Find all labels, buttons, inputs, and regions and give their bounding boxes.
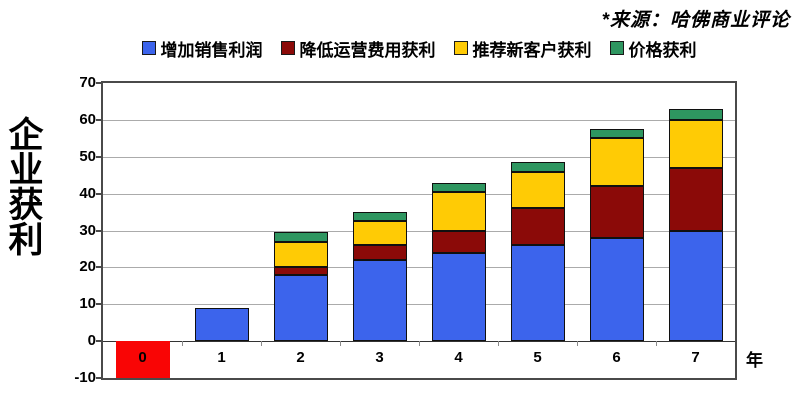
bar-segment-series3-year-2 (273, 241, 328, 268)
bar-segment-series4-year-3 (352, 212, 407, 222)
x-tick-label-year-1: 1 (217, 349, 226, 367)
y-tick-label: 60 (79, 110, 96, 128)
bar-segment-series3-year-6 (589, 138, 644, 187)
bar-segment-series2-year-4 (431, 230, 486, 253)
y-axis-tick (96, 340, 102, 343)
y-axis-tick (96, 266, 102, 269)
bar-segment-series3-year-4 (431, 191, 486, 231)
legend-swatch-icon (453, 41, 468, 55)
bar-segment-series1-year-1 (194, 307, 249, 342)
y-axis-tick (96, 303, 102, 306)
x-tick-label-year-2: 2 (296, 349, 305, 367)
legend-label: 降低运营费用获利 (299, 40, 436, 60)
bar-segment-series2-year-6 (589, 186, 644, 238)
bar-segment-series2-year-5 (510, 208, 565, 246)
x-tick-label-year-7: 7 (691, 349, 700, 367)
x-axis-unit-label: 年 (746, 351, 763, 370)
legend-swatch-icon (280, 41, 295, 55)
y-tick-label: 0 (87, 332, 96, 350)
bar-segment-series4-year-7 (668, 108, 723, 120)
y-tick-label: 70 (79, 74, 96, 91)
bar-segment-series4-year-2 (273, 232, 328, 242)
legend-label: 增加销售利润 (160, 40, 263, 60)
y-axis-tick (96, 377, 102, 379)
y-axis-tick (96, 118, 102, 121)
bar-initial-loss (115, 341, 170, 378)
x-tick-label-year-5: 5 (533, 349, 542, 367)
bar-segment-series4-year-4 (431, 182, 486, 192)
y-axis-tick (96, 229, 102, 232)
bar-segment-series2-year-2 (273, 267, 328, 275)
gridline (103, 156, 735, 158)
gridline (103, 267, 735, 269)
y-axis-title: 企业获利 (8, 116, 44, 260)
bar-segment-series4-year-6 (589, 129, 644, 139)
source-note: *来源：哈佛商业评论 (601, 10, 790, 31)
legend-swatch-icon (141, 41, 156, 55)
bar-segment-series1-year-7 (668, 230, 723, 342)
x-tick-label-year-6: 6 (612, 349, 621, 367)
gridline (103, 193, 735, 195)
bar-segment-series2-year-3 (352, 245, 407, 260)
gridline (103, 304, 735, 306)
x-tick-label-year-3: 3 (375, 349, 384, 367)
x-axis-tick (656, 341, 657, 347)
bar-segment-series3-year-3 (352, 221, 407, 246)
legend-swatch-icon (609, 41, 624, 55)
bar-segment-series1-year-4 (431, 252, 486, 342)
x-axis-tick (419, 341, 420, 347)
x-axis-tick (498, 341, 499, 347)
y-tick-label: 20 (79, 258, 96, 276)
x-axis-tick (261, 341, 262, 347)
y-tick-label: 50 (79, 147, 96, 165)
y-axis-tick (96, 82, 102, 84)
y-tick-label: 40 (79, 184, 96, 202)
legend-item-3: 推荐新客户获利 (453, 36, 592, 61)
plot-area: 0 1 2 3 4 5 6 7 (101, 81, 737, 380)
legend-item-2: 降低运营费用获利 (280, 36, 436, 61)
y-tick-label: 10 (79, 295, 96, 313)
bar-segment-series1-year-2 (273, 274, 328, 342)
bar-segment-series3-year-7 (668, 119, 723, 168)
x-axis-tick (182, 341, 183, 347)
y-axis-tick (96, 192, 102, 195)
y-tick-label: 30 (79, 221, 96, 239)
bar-segment-series1-year-3 (352, 260, 407, 342)
gridline (103, 230, 735, 232)
legend-label: 价格获利 (628, 40, 697, 60)
x-tick-label-year-4: 4 (454, 349, 463, 367)
y-tick-label: -10 (74, 369, 96, 386)
legend-item-1: 增加销售利润 (141, 36, 263, 61)
legend-item-4: 价格获利 (609, 36, 697, 61)
bar-segment-series4-year-5 (510, 162, 565, 172)
y-axis-tick (96, 155, 102, 158)
bar-segment-series1-year-6 (589, 237, 644, 342)
x-axis-tick (577, 341, 578, 347)
gridline (103, 119, 735, 121)
legend-label: 推荐新客户获利 (472, 40, 592, 60)
bar-segment-series2-year-7 (668, 167, 723, 231)
x-tick-label-year-0: 0 (138, 349, 147, 367)
bar-segment-series3-year-5 (510, 171, 565, 209)
bar-segment-series1-year-5 (510, 245, 565, 342)
x-axis-tick (340, 341, 341, 347)
legend: 增加销售利润 降低运营费用获利 推荐新客户获利 价格获利 (103, 36, 735, 61)
